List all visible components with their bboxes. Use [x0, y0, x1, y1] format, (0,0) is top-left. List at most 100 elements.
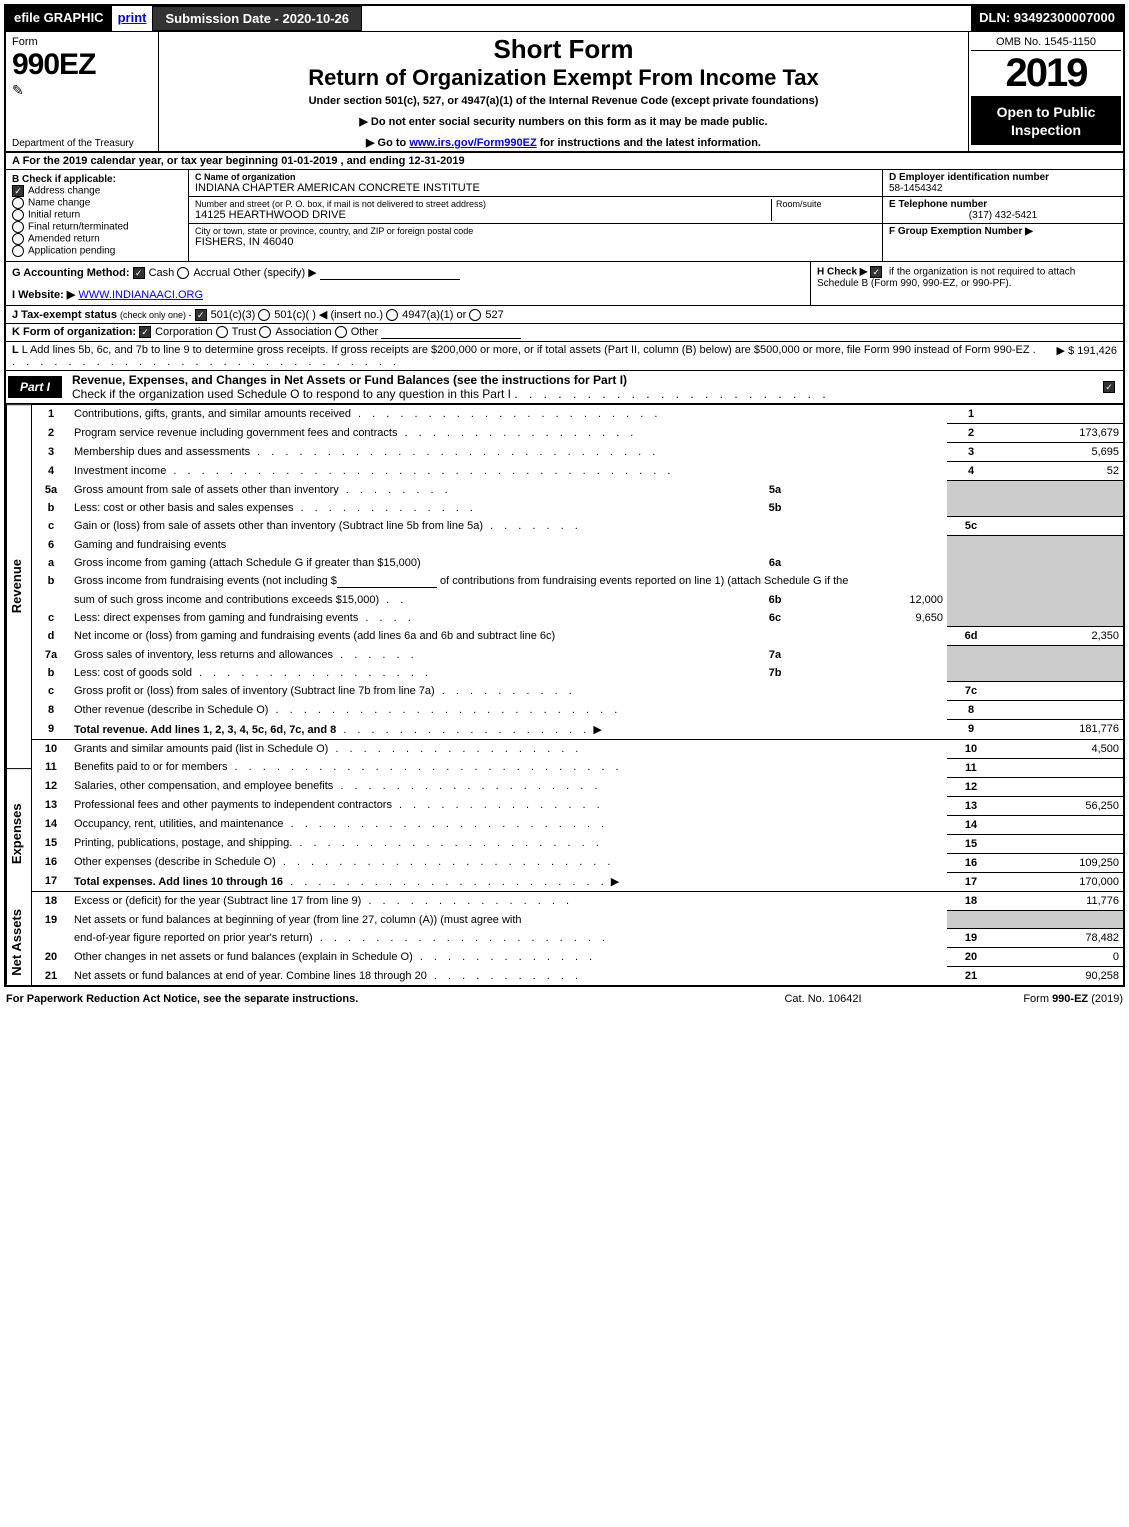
j-501c-checkbox[interactable]: [258, 309, 270, 321]
l10-desc: Grants and similar amounts paid (list in…: [74, 743, 328, 755]
k-other-checkbox[interactable]: [335, 326, 347, 338]
j-501c: 501(c)( ): [274, 309, 316, 321]
rn-21: 21: [947, 967, 995, 986]
l18-desc: Excess or (deficit) for the year (Subtra…: [74, 895, 361, 907]
ein-label: D Employer identification number: [889, 172, 1117, 183]
v5c: [995, 517, 1123, 536]
efile-graphic-button[interactable]: efile GRAPHIC: [6, 6, 112, 31]
k-label: K Form of organization:: [12, 326, 136, 338]
rn-19-g: [947, 911, 995, 929]
j-501c3: 501(c)(3): [211, 309, 256, 321]
ln-19: 19: [32, 911, 70, 929]
v4: 52: [995, 462, 1123, 481]
l7b-desc: Less: cost of goods sold: [74, 667, 192, 679]
org-name-label: C Name of organization: [195, 172, 876, 182]
initial-return-checkbox[interactable]: [12, 209, 24, 221]
k-trust-checkbox[interactable]: [216, 326, 228, 338]
cash-label: Cash: [149, 267, 175, 279]
amended-return-checkbox[interactable]: [12, 233, 24, 245]
under-section-note: Under section 501(c), 527, or 4947(a)(1)…: [167, 95, 960, 107]
k-corp: Corporation: [155, 326, 212, 338]
k-other-input[interactable]: [381, 326, 521, 339]
rv-6a-g: [995, 554, 1123, 572]
rn-13: 13: [947, 796, 995, 815]
v20: 0: [995, 948, 1123, 967]
rv-5b-g: [995, 499, 1123, 517]
lines-table: 1Contributions, gifts, grants, and simil…: [32, 404, 1123, 985]
cash-checkbox[interactable]: ✓: [133, 267, 145, 279]
v21: 90,258: [995, 967, 1123, 986]
return-title: Return of Organization Exempt From Incom…: [167, 65, 960, 91]
print-link[interactable]: print: [112, 6, 153, 31]
l5c-desc: Gain or (loss) from sale of assets other…: [74, 520, 483, 532]
row-l: L L Add lines 5b, 6c, and 7b to line 9 t…: [6, 342, 1123, 371]
l6b-input[interactable]: [337, 575, 437, 588]
mv-7b: [799, 664, 947, 682]
accrual-checkbox[interactable]: [177, 267, 189, 279]
ln-8: 8: [32, 701, 70, 720]
part-1-title: Revenue, Expenses, and Changes in Net As…: [64, 371, 1103, 403]
irs-link[interactable]: www.irs.gov/Form990EZ: [409, 137, 536, 149]
k-trust: Trust: [232, 326, 257, 338]
header-right: OMB No. 1545-1150 2019 Open to Public In…: [969, 32, 1123, 151]
column-b-checkboxes: B Check if applicable: ✓Address change N…: [6, 170, 189, 261]
rv-6b-g: [995, 572, 1123, 591]
street-value: 14125 HEARTHWOOD DRIVE: [195, 209, 771, 221]
column-d-right: D Employer identification number 58-1454…: [882, 170, 1123, 261]
l17-desc: Total expenses. Add lines 10 through 16: [74, 876, 283, 888]
rn-14: 14: [947, 815, 995, 834]
v8: [995, 701, 1123, 720]
ln-3: 3: [32, 443, 70, 462]
j-527-checkbox[interactable]: [469, 309, 481, 321]
ln-2: 2: [32, 424, 70, 443]
j-4947-checkbox[interactable]: [386, 309, 398, 321]
mv-6a: [799, 554, 947, 572]
rn-17: 17: [947, 872, 995, 892]
row-j: J Tax-exempt status (check only one) - ✓…: [6, 306, 1123, 324]
j-501c3-checkbox[interactable]: ✓: [195, 309, 207, 321]
rn-9: 9: [947, 720, 995, 740]
name-change-checkbox[interactable]: [12, 197, 24, 209]
topbar: efile GRAPHIC print Submission Date - 20…: [6, 6, 1123, 32]
l5b-desc: Less: cost or other basis and sales expe…: [74, 502, 294, 514]
rv-6b2-g: [995, 591, 1123, 609]
rn-5a-g: [947, 481, 995, 499]
v13: 56,250: [995, 796, 1123, 815]
l15-desc: Printing, publications, postage, and shi…: [74, 837, 292, 849]
footer-mid: Cat. No. 10642I: [723, 993, 923, 1005]
ln-6d: d: [32, 627, 70, 646]
final-return-checkbox[interactable]: [12, 221, 24, 233]
ln-21: 21: [32, 967, 70, 986]
rn-18: 18: [947, 892, 995, 911]
rn-6a-g: [947, 554, 995, 572]
address-change-label: Address change: [28, 186, 100, 197]
k-corp-checkbox[interactable]: ✓: [139, 326, 151, 338]
v6d: 2,350: [995, 627, 1123, 646]
v9: 181,776: [995, 720, 1123, 740]
org-name: INDIANA CHAPTER AMERICAN CONCRETE INSTIT…: [195, 182, 876, 194]
l21-desc: Net assets or fund balances at end of ye…: [74, 970, 427, 982]
part-1-schedule-o-checkbox[interactable]: ✓: [1103, 381, 1115, 393]
l3-desc: Membership dues and assessments: [74, 446, 250, 458]
k-assoc: Association: [275, 326, 331, 338]
rn-19: 19: [947, 929, 995, 948]
footer-right-post: (2019): [1088, 993, 1123, 1005]
short-form-title: Short Form: [167, 34, 960, 65]
mn-7a: 7a: [751, 646, 799, 664]
rn-6b-g: [947, 572, 995, 591]
form-header: Form 990EZ ✎ Department of the Treasury …: [6, 32, 1123, 153]
k-assoc-checkbox[interactable]: [259, 326, 271, 338]
app-pending-checkbox[interactable]: [12, 245, 24, 257]
omb-number: OMB No. 1545-1150: [971, 34, 1121, 51]
mn-5b: 5b: [751, 499, 799, 517]
l-text: L Add lines 5b, 6c, and 7b to line 9 to …: [22, 344, 1030, 356]
other-specify-input[interactable]: [320, 267, 460, 280]
rn-6-g: [947, 536, 995, 554]
l7c-desc: Gross profit or (loss) from sales of inv…: [74, 685, 435, 697]
rn-20: 20: [947, 948, 995, 967]
h-checkbox[interactable]: ✓: [870, 266, 882, 278]
website-link[interactable]: WWW.INDIANAACI.ORG: [78, 289, 203, 301]
ln-5b: b: [32, 499, 70, 517]
ssn-note: ▶ Do not enter social security numbers o…: [167, 115, 960, 128]
address-change-checkbox[interactable]: ✓: [12, 185, 24, 197]
